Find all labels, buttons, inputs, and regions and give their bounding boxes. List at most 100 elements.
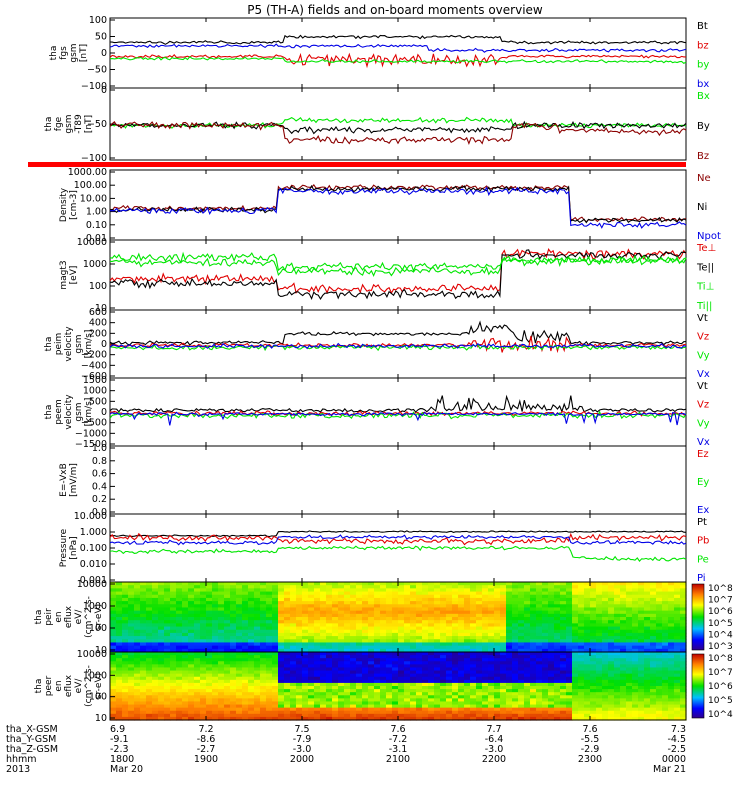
spectrogram-cell [284, 701, 291, 706]
spectrogram-cell [404, 676, 411, 681]
spectrogram-cell [644, 701, 651, 706]
spectrogram-cell [518, 636, 525, 640]
spectrogram-cell [578, 597, 585, 602]
spectrogram-cell [626, 620, 633, 624]
spectrogram-cell [206, 689, 213, 693]
spectrogram-cell [548, 676, 555, 681]
spectrogram-cell [470, 658, 477, 662]
spectrogram-cell [308, 652, 315, 656]
spectrogram-cell [650, 652, 657, 656]
spectrogram-cell [620, 648, 627, 653]
spectrogram-cell [578, 601, 585, 605]
spectrogram-cell [404, 626, 411, 631]
spectrogram-cell [176, 673, 183, 678]
spectrogram-cell [206, 648, 213, 653]
spectrogram-cell [164, 673, 171, 678]
spectrogram-cell [380, 601, 387, 605]
spectrogram-cell [170, 710, 177, 715]
spectrogram-cell [278, 704, 285, 709]
spectrogram-cell [266, 591, 273, 596]
spectrogram-cell [422, 664, 429, 669]
spectrogram-cell [122, 591, 129, 596]
spectrogram-cell [632, 623, 639, 628]
spectrogram-cell [446, 682, 453, 687]
spectrogram-cell [542, 645, 549, 650]
legend-peem-1: Vz [697, 400, 709, 411]
spectrogram-cell [560, 648, 567, 653]
spectrogram-cell [110, 648, 117, 653]
spectrogram-cell [314, 710, 321, 715]
spectrogram-cell [662, 689, 669, 693]
spectrogram-cell [500, 648, 507, 653]
spectrogram-cell [464, 682, 471, 687]
spectrogram-cell [152, 667, 159, 672]
spectrogram-cell [644, 626, 651, 631]
spectrogram-cell [392, 626, 399, 631]
spectrogram-cell [236, 682, 243, 687]
spectrogram-cell [422, 707, 429, 712]
spectrogram-cell [254, 588, 261, 593]
spectrogram-cell [206, 601, 213, 605]
spectrogram-cell [428, 698, 435, 703]
spectrogram-cell [362, 597, 369, 602]
spectrogram-cell [146, 617, 153, 621]
spectrogram-cell [368, 594, 375, 599]
spectrogram-cell [650, 710, 657, 715]
spectrogram-cell [632, 661, 639, 665]
spectrogram-cell [392, 607, 399, 612]
spectrogram-cell [320, 704, 327, 709]
spectrogram-cell [458, 701, 465, 706]
spectrogram-cell [362, 626, 369, 631]
spectrogram-cell [164, 645, 171, 650]
spectrogram-cell [230, 689, 237, 693]
spectrogram-cell [410, 670, 417, 675]
spectrogram-cell [680, 642, 687, 647]
spectrogram-cell [602, 713, 609, 718]
spectrogram-cell [140, 610, 147, 615]
spectrogram-cell [308, 655, 315, 659]
spectrogram-cell [518, 620, 525, 624]
spectrogram-cell [542, 661, 549, 665]
spectrogram-cell [110, 710, 117, 715]
spectrogram-cell [218, 713, 225, 718]
spectrogram-cell [308, 629, 315, 634]
spectrogram-cell [344, 597, 351, 602]
spectrogram-cell [296, 632, 303, 637]
spectrogram-cell [668, 716, 675, 721]
spectrogram-cell [164, 629, 171, 634]
spectrogram-cell [314, 604, 321, 609]
spectrogram-cell [620, 591, 627, 596]
spectrogram-cell [164, 661, 171, 665]
spectrogram-cell [644, 682, 651, 687]
spectrogram-cell [476, 645, 483, 650]
spectrogram-cell [452, 701, 459, 706]
y-tick-label-pressure: 1.000 [80, 527, 107, 538]
spectrogram-cell [302, 639, 309, 644]
spectrogram-cell [548, 642, 555, 647]
spectrogram-cell [380, 695, 387, 699]
spectrogram-cell [542, 673, 549, 678]
spectrogram-cell [662, 597, 669, 602]
spectrogram-cell [308, 582, 315, 586]
spectrogram-cell [542, 617, 549, 621]
spectrogram-cell [368, 679, 375, 684]
spectrogram-cell [452, 610, 459, 615]
spectrogram-cell [530, 582, 537, 586]
spectrogram-cell [386, 667, 393, 672]
spectrogram-cell [152, 636, 159, 640]
spectrogram-cell [506, 704, 513, 709]
legend-peim-2: Vy [697, 350, 710, 361]
spectrogram-cell [332, 682, 339, 687]
spectrogram-cell [440, 585, 447, 589]
spectrogram-cell [254, 670, 261, 675]
spectrogram-cell [446, 692, 453, 696]
spectrogram-cell [236, 623, 243, 628]
spectrogram-cell [494, 686, 501, 690]
spectrogram-cell [602, 617, 609, 621]
spectrogram-cell [176, 648, 183, 653]
spectrogram-cell [314, 597, 321, 602]
spectrogram-cell [308, 658, 315, 662]
spectrogram-cell [446, 710, 453, 715]
spectrogram-cell [404, 655, 411, 659]
spectrogram-cell [266, 626, 273, 631]
